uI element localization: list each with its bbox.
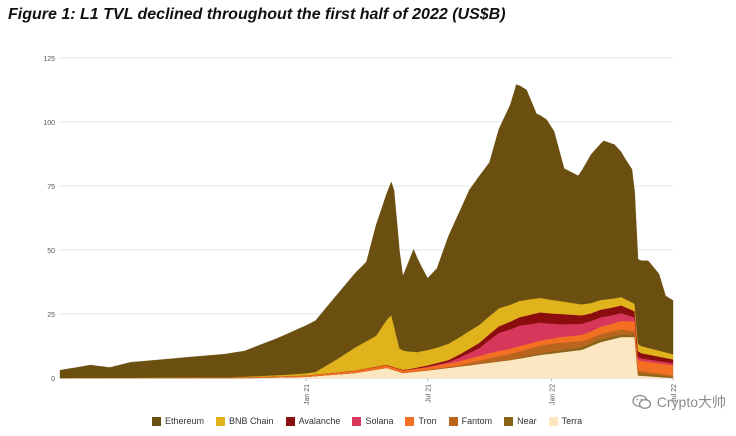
x-tick-label: Jul 21 xyxy=(426,384,433,403)
area-ethereum xyxy=(59,84,674,379)
legend-swatch xyxy=(352,416,362,426)
y-tick-label: 25 xyxy=(47,312,55,319)
legend-label: Tron xyxy=(418,416,437,426)
x-tick-label: Jan 21 xyxy=(304,384,311,405)
legend-item-near: Near xyxy=(504,416,537,426)
legend-swatch xyxy=(216,416,226,426)
legend-label: BNB Chain xyxy=(229,416,274,426)
y-tick-label: 125 xyxy=(43,56,55,63)
legend-label: Near xyxy=(517,416,537,426)
legend-swatch xyxy=(152,416,161,426)
legend-item-terra: Terra xyxy=(548,416,583,426)
series-areas xyxy=(59,84,674,379)
watermark-text: Crypto大帅 xyxy=(656,394,726,410)
legend-label: Avalanche xyxy=(298,416,341,426)
legend-swatch xyxy=(405,416,415,426)
legend-item-solana: Solana xyxy=(352,416,393,426)
legend-label: Solana xyxy=(365,416,394,426)
y-tick-label: 50 xyxy=(47,248,55,255)
legend-label: Ethereum xyxy=(165,416,205,426)
wechat-icon xyxy=(632,394,651,409)
y-tick-label: 100 xyxy=(43,120,55,127)
y-axis-ticks: 0 25 50 75 100 125 xyxy=(43,56,55,383)
x-tick-label: Jan 22 xyxy=(549,384,556,405)
legend-swatch xyxy=(548,416,558,426)
legend: Ethereum BNB Chain Avalanche Solana Tron Fant… xyxy=(152,416,582,426)
legend-swatch xyxy=(504,416,514,426)
chart-title: Figure 1: L1 TVL declined throughout the… xyxy=(8,6,506,23)
x-axis-ticks: Jan 21 Jul 21 Jan 22 Jul 22 xyxy=(304,378,678,405)
legend-item-tron: Tron xyxy=(405,416,437,426)
legend-label: Fantom xyxy=(461,416,493,426)
legend-item-bnb-chain: BNB Chain xyxy=(216,416,274,426)
legend-item-fantom: Fantom xyxy=(448,416,493,426)
x-tick-label: Jul 22 xyxy=(671,384,678,403)
legend-swatch xyxy=(285,416,295,426)
legend-swatch xyxy=(448,416,458,426)
legend-item-avalanche: Avalanche xyxy=(285,416,341,426)
legend-label: Terra xyxy=(561,416,583,426)
watermark: Crypto大帅 xyxy=(632,392,726,412)
y-tick-label: 75 xyxy=(47,184,55,191)
legend-item-ethereum: Ethereum xyxy=(152,416,204,426)
y-tick-label: 0 xyxy=(51,376,55,383)
